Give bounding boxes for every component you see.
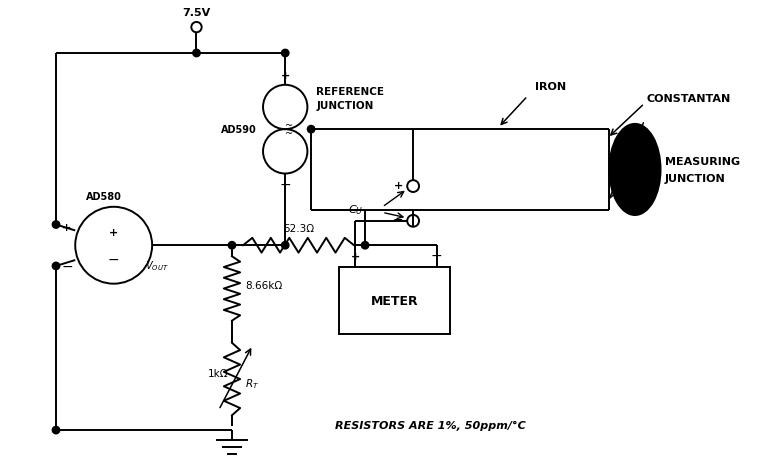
- Text: −: −: [62, 259, 73, 273]
- Text: REFERENCE: REFERENCE: [316, 87, 385, 97]
- Text: IRON: IRON: [535, 81, 566, 91]
- Circle shape: [307, 126, 315, 134]
- Text: $V_{OUT}$: $V_{OUT}$: [145, 259, 168, 273]
- Text: JUNCTION: JUNCTION: [665, 174, 725, 184]
- Text: −: −: [431, 248, 443, 262]
- Text: AD580: AD580: [86, 191, 121, 201]
- Text: +: +: [281, 70, 290, 80]
- Text: JUNCTION: JUNCTION: [316, 101, 374, 111]
- Text: CONSTANTAN: CONSTANTAN: [646, 94, 731, 104]
- Text: +: +: [394, 180, 403, 190]
- Circle shape: [282, 50, 289, 58]
- Circle shape: [52, 221, 60, 229]
- Ellipse shape: [609, 124, 661, 216]
- Text: $R_T$: $R_T$: [245, 376, 260, 390]
- Text: ~
~: ~ ~: [285, 121, 293, 139]
- Text: +: +: [62, 222, 71, 232]
- Circle shape: [52, 263, 60, 270]
- Circle shape: [52, 426, 60, 434]
- Text: −: −: [107, 252, 120, 266]
- Circle shape: [282, 242, 289, 249]
- Bar: [339, 268, 450, 334]
- Text: 8.66kΩ: 8.66kΩ: [245, 280, 282, 290]
- Text: 1kΩ: 1kΩ: [207, 368, 229, 378]
- Text: +: +: [109, 228, 118, 238]
- Text: −: −: [279, 177, 291, 191]
- Text: +: +: [350, 252, 360, 262]
- Text: METER: METER: [371, 295, 419, 307]
- Circle shape: [193, 50, 200, 58]
- Text: −: −: [393, 213, 403, 227]
- Text: RESISTORS ARE 1%, 50ppm/°C: RESISTORS ARE 1%, 50ppm/°C: [335, 420, 526, 430]
- Text: 7.5V: 7.5V: [182, 8, 210, 18]
- Circle shape: [361, 242, 369, 249]
- Text: 52.3Ω: 52.3Ω: [283, 223, 314, 233]
- Text: $C_U$: $C_U$: [347, 203, 363, 217]
- Circle shape: [229, 242, 235, 249]
- Text: MEASURING: MEASURING: [665, 156, 740, 166]
- Text: AD590: AD590: [221, 125, 257, 135]
